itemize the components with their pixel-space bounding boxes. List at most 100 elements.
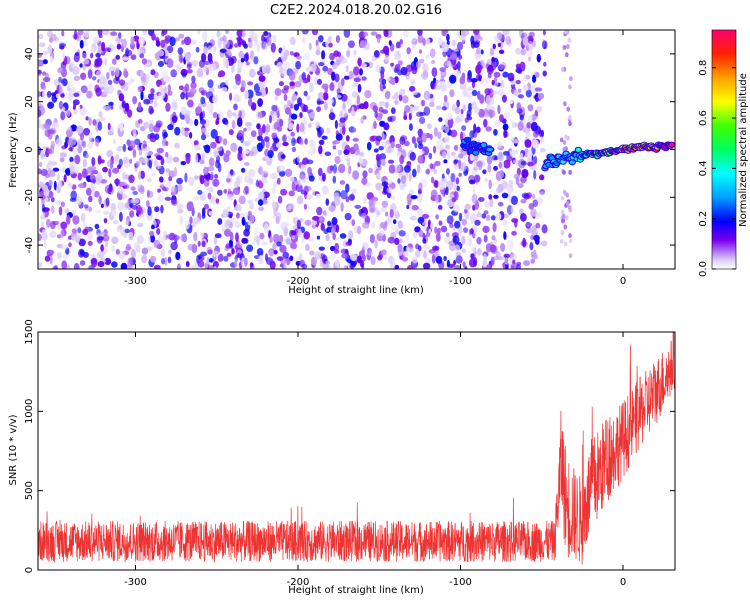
heatmap-cell — [254, 40, 262, 48]
colorbar-tick-label: 0.4 — [698, 160, 709, 176]
heatmap-cell — [482, 259, 488, 268]
heatmap-cell — [444, 136, 450, 143]
heatmap-cell — [341, 108, 348, 118]
heatmap-cell — [148, 159, 152, 169]
heatmap-cell — [64, 141, 68, 149]
heatmap-cell — [492, 222, 497, 233]
heatmap-cell — [161, 70, 169, 80]
heatmap-cell — [497, 104, 501, 115]
heatmap-cell — [521, 168, 529, 179]
heatmap-cell — [362, 242, 369, 250]
heatmap-cell — [312, 190, 315, 196]
heatmap-cell — [444, 235, 451, 244]
heatmap-cell — [219, 48, 227, 54]
heatmap-cell — [70, 61, 75, 69]
heatmap-cell — [104, 57, 108, 66]
heatmap-cell — [219, 36, 225, 42]
heatmap-cell — [417, 128, 423, 137]
heatmap-cell — [301, 236, 305, 243]
heatmap-cell — [530, 84, 538, 94]
heatmap-cell — [317, 78, 322, 85]
heatmap-cell — [153, 100, 158, 108]
heatmap-cell — [201, 213, 206, 219]
heatmap-cell — [348, 194, 356, 201]
heatmap-cell — [525, 132, 532, 138]
heatmap-cell — [508, 179, 514, 188]
heatmap-cell — [450, 172, 456, 183]
heatmap-cell — [112, 219, 119, 225]
heatmap-cell — [368, 204, 376, 214]
heatmap-cell — [498, 49, 505, 54]
heatmap-cell — [487, 163, 492, 173]
heatmap-cell — [385, 147, 392, 154]
heatmap-cell — [478, 197, 485, 202]
heatmap-cell — [96, 251, 105, 259]
heatmap-cell — [235, 232, 239, 242]
heatmap-cell — [130, 186, 136, 191]
heatmap-cell — [203, 178, 210, 187]
heatmap-cell — [38, 262, 43, 268]
heatmap-cell — [217, 189, 223, 196]
heatmap-cell — [334, 119, 338, 129]
spectrogram-x-ticks: -300 -200 -100 0 — [124, 30, 626, 287]
heatmap-cell — [298, 179, 302, 186]
heatmap-cell — [435, 105, 442, 110]
heatmap-cell — [460, 162, 467, 173]
heatmap-cell — [430, 222, 434, 230]
heatmap-cell — [280, 221, 288, 231]
heatmap-cell — [113, 77, 120, 84]
heatmap-cell — [157, 188, 162, 193]
heatmap-cell — [335, 94, 342, 99]
heatmap-cell — [526, 227, 534, 234]
heatmap-cell — [377, 37, 381, 44]
heatmap-cell — [515, 67, 522, 74]
heatmap-cell — [522, 36, 529, 46]
heatmap-cell — [200, 251, 208, 257]
heatmap-cell — [60, 229, 65, 239]
heatmap-cell — [82, 228, 89, 236]
heatmap-cell — [150, 255, 157, 263]
heatmap-cell — [215, 198, 220, 204]
heatmap-cell — [512, 139, 520, 144]
heatmap-cell — [358, 103, 366, 110]
heatmap-cell — [202, 31, 208, 41]
heatmap-cell — [88, 132, 93, 141]
heatmap-cell — [520, 160, 527, 166]
heatmap-cell — [308, 175, 315, 182]
heatmap-cell — [98, 34, 103, 39]
heatmap-cell — [451, 197, 457, 203]
heatmap-cell — [517, 88, 522, 93]
heatmap-cell — [283, 93, 288, 102]
heatmap-cell — [370, 31, 378, 36]
heatmap-cell — [348, 165, 352, 175]
heatmap-cell — [48, 179, 53, 186]
heatmap-cell — [501, 192, 509, 199]
heatmap-cell — [130, 78, 135, 83]
heatmap-cell — [479, 36, 483, 41]
heatmap-cell — [333, 195, 341, 206]
heatmap-cell — [435, 232, 441, 242]
heatmap-cell — [120, 181, 128, 187]
heatmap-cell — [434, 160, 441, 167]
heatmap-cell — [351, 110, 356, 116]
heatmap-cell — [391, 224, 398, 231]
heatmap-cell — [520, 48, 527, 56]
heatmap-cell — [203, 65, 208, 73]
heatmap-cell — [453, 159, 459, 164]
heatmap-cell — [200, 232, 205, 239]
heatmap-cell — [332, 175, 337, 184]
heatmap-cell — [502, 219, 508, 227]
heatmap-cell — [193, 140, 199, 146]
heatmap-cell — [366, 250, 373, 256]
heatmap-cell — [38, 103, 43, 109]
heatmap-cell — [479, 94, 485, 104]
heatmap-cell — [113, 139, 117, 144]
heatmap-cell — [332, 145, 337, 150]
heatmap-cell — [476, 160, 483, 167]
heatmap-cell — [67, 80, 73, 88]
heatmap-cell — [288, 190, 295, 197]
heatmap-cell — [160, 157, 165, 166]
heatmap-cell — [41, 204, 46, 213]
heatmap-cell — [425, 54, 430, 60]
heatmap-cell — [415, 243, 420, 250]
